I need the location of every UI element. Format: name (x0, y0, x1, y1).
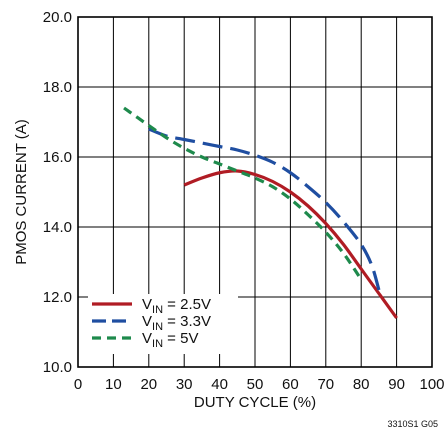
x-tick-label: 10 (105, 376, 122, 393)
x-tick-label: 20 (140, 376, 157, 393)
legend-label-1: VIN = 2.5V (142, 296, 211, 316)
x-tick-label: 0 (74, 376, 82, 393)
y-tick-label: 14.0 (43, 219, 72, 236)
y-axis-label: PMOS CURRENT (A) (13, 119, 30, 265)
series-line-2 (148, 127, 381, 291)
x-tick-label: 100 (419, 376, 444, 393)
y-tick-label: 16.0 (43, 149, 72, 166)
x-tick-label: 40 (211, 376, 228, 393)
x-tick-label: 70 (317, 376, 334, 393)
legend-label-2: VIN = 3.3V (142, 313, 211, 333)
y-tick-labels: 10.0 12.0 14.0 16.0 18.0 20.0 (43, 9, 72, 376)
y-tick-label: 18.0 (43, 79, 72, 96)
x-tick-label: 30 (176, 376, 193, 393)
x-tick-label: 60 (282, 376, 299, 393)
series-line-3 (123, 106, 363, 281)
series-line-1 (183, 169, 398, 319)
y-tick-label: 20.0 (43, 9, 72, 26)
x-tick-label: 90 (388, 376, 405, 393)
figure-code: 3310S1 G05 (387, 419, 438, 429)
x-tick-label: 50 (247, 376, 264, 393)
plot-frame (77, 16, 433, 368)
x-tick-labels: 0 10 20 30 40 50 60 70 80 90 100 (74, 376, 445, 393)
y-tick-label: 12.0 (43, 289, 72, 306)
legend-label-3: VIN = 5V (142, 330, 198, 350)
x-axis-label: DUTY CYCLE (%) (194, 394, 316, 411)
series-lines (123, 106, 398, 319)
x-tick-label: 80 (353, 376, 370, 393)
y-tick-label: 10.0 (43, 359, 72, 376)
